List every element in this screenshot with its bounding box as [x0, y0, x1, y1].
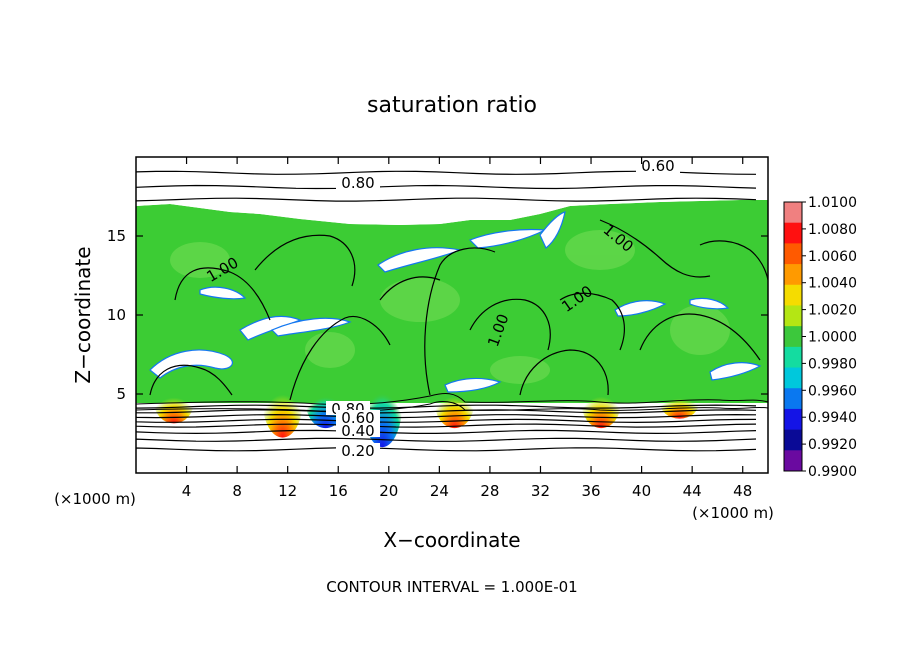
colorbar-swatch: [784, 450, 802, 472]
contour-label: 0.20: [341, 442, 374, 460]
contour-line: [136, 418, 757, 424]
field-texture: [170, 230, 730, 384]
colorbar: 1.0100 1.0080 1.0060 1.0040 1.0020 1.0000 0.99…: [783, 195, 857, 480]
contour-line: [136, 197, 757, 202]
contour-line: [136, 409, 757, 414]
colorbar-label: 0.9900: [808, 464, 857, 480]
x-tick-label: 20: [379, 482, 398, 500]
contour-label: 0.60: [341, 409, 374, 427]
y-axis: 5 10 15: [107, 227, 768, 403]
x-unit-left: (×1000 m): [54, 490, 136, 508]
x-tick-label: 32: [531, 482, 550, 500]
x-unit-right: (×1000 m): [692, 504, 774, 522]
chart-title: saturation ratio: [367, 93, 537, 118]
x-tick-label: 36: [581, 482, 600, 500]
colorbar-swatch: [784, 326, 802, 348]
colorbar-swatch: [784, 264, 802, 286]
colorbar-swatch: [784, 367, 802, 389]
colorbar-label: 1.0080: [808, 222, 857, 238]
colorbar-swatch: [784, 202, 802, 224]
y-tick-label: 10: [107, 306, 126, 324]
contour-label: 0.80: [341, 174, 374, 192]
colorbar-label: 1.0020: [808, 303, 857, 319]
x-tick-label: 12: [278, 482, 297, 500]
y-tick-label: 5: [116, 385, 126, 403]
y-axis-label: Z−coordinate: [71, 246, 95, 383]
x-tick-label: 28: [480, 482, 499, 500]
x-tick-label: 48: [733, 482, 752, 500]
y-tick-label: 15: [107, 227, 126, 245]
colorbar-swatch: [784, 388, 802, 410]
horizontal-contours: [136, 170, 757, 452]
colorbar-swatch: [784, 429, 802, 451]
x-tick-label: 24: [430, 482, 449, 500]
colorbar-swatch: [784, 408, 802, 431]
contour-line: [136, 423, 757, 428]
colorbar-label: 1.0100: [808, 195, 857, 211]
colorbar-swatch: [784, 243, 802, 265]
x-tick-label: 16: [329, 482, 348, 500]
contour-line: [136, 404, 757, 409]
contour-line: [136, 429, 757, 435]
colorbar-swatch: [784, 346, 802, 369]
contour-line: [136, 413, 757, 419]
x-tick-label: 40: [632, 482, 651, 500]
x-tick-label: 44: [683, 482, 702, 500]
colorbar-swatch: [784, 284, 802, 306]
colorbar-label: 0.9920: [808, 437, 857, 453]
contour-label: 0.40: [341, 422, 374, 440]
colorbar-label: 0.9960: [808, 383, 857, 399]
x-axis-label: X−coordinate: [383, 528, 520, 552]
contour-line: [136, 184, 757, 190]
contour-line: [136, 447, 757, 452]
colorbar-label: 1.0060: [808, 249, 857, 265]
colorbar-label: 0.9980: [808, 356, 857, 372]
colorbar-label: 0.9940: [808, 410, 857, 426]
interior-contours: [149, 219, 768, 401]
colorbar-swatch: [784, 305, 802, 327]
x-tick-label: 8: [232, 482, 242, 500]
colorbar-label: 1.0000: [808, 330, 857, 346]
contour-interval-note: CONTOUR INTERVAL = 1.000E-01: [326, 578, 577, 596]
contour-label: 0.60: [641, 157, 674, 175]
contour-line: [136, 437, 757, 442]
colorbar-swatch: [784, 222, 802, 244]
x-tick-label: 4: [182, 482, 192, 500]
plot-area: [136, 157, 768, 473]
colorbar-label: 1.0040: [808, 276, 857, 292]
x-axis: 4 8 12 16 20 24 28 32 36 40 44 48: [182, 157, 752, 500]
